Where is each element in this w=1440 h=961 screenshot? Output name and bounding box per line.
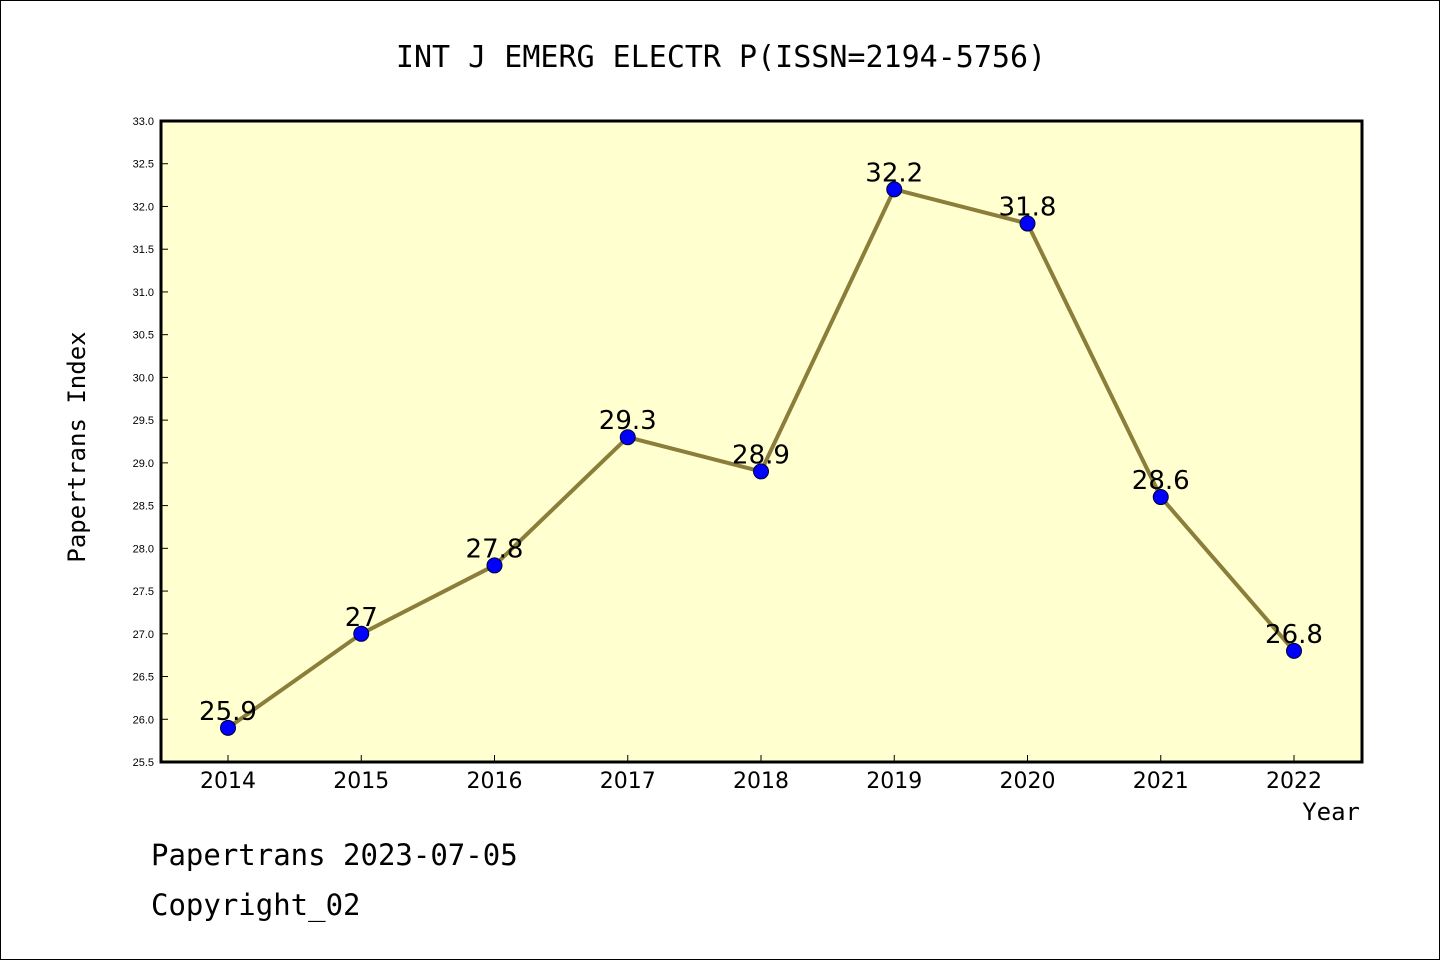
y-tick-label: 27.5 xyxy=(133,586,154,598)
x-tick-label: 2014 xyxy=(200,769,256,794)
y-tick-label: 30.0 xyxy=(133,372,154,384)
y-tick-label: 26.5 xyxy=(133,672,154,684)
y-axis: 25.5 26.0 26.5 27.0 27.5 28.0 28.5 29.0 29.5 30.0… xyxy=(133,116,168,769)
data-point xyxy=(353,625,370,642)
y-tick-label: 25.5 xyxy=(133,757,154,769)
data-point xyxy=(886,181,903,198)
data-point xyxy=(1286,642,1302,659)
y-tick-label: 31.5 xyxy=(133,244,154,256)
x-axis: 2014 2015 2016 2017 2018 2019 2020 2021 2022 xyxy=(200,755,1322,794)
data-points xyxy=(220,181,1302,736)
x-tick-label: 2015 xyxy=(333,769,389,794)
chart-title: INT J EMERG ELECTR P(ISSN=2194-5756) xyxy=(396,40,1046,75)
x-tick-label: 2016 xyxy=(467,769,523,794)
y-tick-label: 32.5 xyxy=(133,159,154,171)
y-tick-label: 27.0 xyxy=(133,629,154,641)
y-tick-label: 29.5 xyxy=(133,415,154,427)
data-label: 27.8 xyxy=(466,534,524,564)
y-tick-label: 30.5 xyxy=(133,330,154,342)
data-point xyxy=(1152,489,1169,506)
x-tick-label: 2018 xyxy=(733,769,789,794)
data-label: 31.8 xyxy=(999,193,1057,223)
data-point xyxy=(619,429,636,446)
data-label: 29.3 xyxy=(599,406,657,436)
y-tick-label: 32.0 xyxy=(133,201,154,213)
data-labels: 25.9 27 27.8 29.3 28.9 32.2 31.8 28.6 26.8 xyxy=(199,158,1323,726)
x-tick-label: 2020 xyxy=(1000,769,1056,794)
data-point xyxy=(753,463,769,480)
data-label: 28.9 xyxy=(732,440,790,470)
data-label: 27 xyxy=(345,603,378,633)
data-point xyxy=(486,557,503,574)
data-label: 28.6 xyxy=(1132,466,1190,496)
x-tick-label: 2019 xyxy=(866,769,922,794)
x-tick-label: 2022 xyxy=(1266,769,1322,794)
data-label: 32.2 xyxy=(865,158,923,188)
x-tick-label: 2021 xyxy=(1133,769,1189,794)
x-tick-label: 2017 xyxy=(600,769,656,794)
y-tick-label: 29.0 xyxy=(133,458,154,470)
plot-area xyxy=(159,119,1364,764)
data-label: 26.8 xyxy=(1265,620,1323,650)
data-label: 25.9 xyxy=(199,697,257,727)
y-tick-label: 26.0 xyxy=(133,714,154,726)
footer-copyright: Copyright_02 xyxy=(151,888,361,923)
x-axis-label: Year xyxy=(1302,798,1360,826)
data-point xyxy=(220,719,236,736)
y-tick-label: 28.0 xyxy=(133,543,154,555)
data-point xyxy=(1019,215,1036,232)
footer-date: Papertrans 2023-07-05 xyxy=(151,838,518,872)
y-axis-label: Papertrans Index xyxy=(63,331,91,562)
y-tick-label: 33.0 xyxy=(133,116,154,128)
y-tick-label: 28.5 xyxy=(133,501,154,513)
y-tick-label: 31.0 xyxy=(133,287,154,299)
